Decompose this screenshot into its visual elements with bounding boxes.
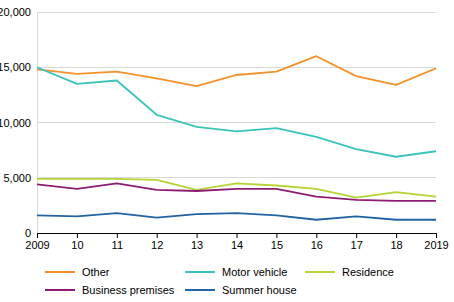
x-tick: 15 [271, 233, 283, 251]
chart: 0 5,000 10,000 15,000 20,000 2009 10 11 12 13 14 15… [0, 0, 454, 302]
y-tick-label: 5,000 [3, 172, 31, 184]
legend-label: Other [82, 266, 110, 278]
x-tick-mark [77, 233, 78, 238]
x-tick-label: 10 [71, 239, 83, 251]
legend-item: Other [45, 266, 110, 278]
grid-line [37, 122, 436, 123]
legend-item: Summer house [185, 284, 297, 296]
x-tick-label: 2009 [25, 239, 49, 251]
x-tick: 10 [71, 233, 83, 251]
legend-item: Business premises [45, 284, 175, 296]
x-tick-mark [117, 233, 118, 238]
x-tick-mark [276, 233, 277, 238]
y-tick: 10,000 [0, 117, 37, 129]
lines [37, 56, 436, 220]
legend-swatch [45, 289, 75, 291]
legend-label: Motor vehicle [222, 266, 287, 278]
x-tick: 17 [351, 233, 363, 251]
legend-swatch [45, 271, 75, 273]
legend-label: Business premises [82, 284, 175, 296]
x-tick: 14 [231, 233, 243, 251]
x-tick-label: 14 [231, 239, 243, 251]
x-tick-mark [197, 233, 198, 238]
x-tick-mark [237, 233, 238, 238]
x-tick: 18 [390, 233, 402, 251]
y-axis: 0 5,000 10,000 15,000 20,000 [0, 6, 38, 239]
x-tick-label: 12 [151, 239, 163, 251]
x-tick-label: 13 [191, 239, 203, 251]
x-tick-label: 17 [351, 239, 363, 251]
x-tick-mark [436, 233, 437, 238]
series-line [37, 183, 436, 201]
x-tick-label: 2019 [424, 239, 448, 251]
legend-swatch [185, 271, 215, 273]
y-tick: 20,000 [0, 6, 37, 18]
x-tick-mark [37, 233, 38, 238]
y-tick: 15,000 [0, 61, 37, 73]
y-axis-line [37, 13, 38, 234]
legend-label: Summer house [222, 284, 297, 296]
x-tick: 12 [151, 233, 163, 251]
x-tick-mark [316, 233, 317, 238]
grid-line [37, 12, 436, 13]
x-tick: 2019 [424, 233, 448, 251]
x-tick-label: 18 [390, 239, 402, 251]
legend-label: Residence [342, 266, 394, 278]
x-axis: 2009 10 11 12 13 14 15 16 17 18 2019 [25, 233, 448, 251]
y-tick-label: 20,000 [0, 6, 31, 18]
series-line [37, 67, 436, 157]
x-tick: 11 [112, 233, 123, 251]
x-tick-mark [356, 233, 357, 238]
legend-item: Residence [305, 266, 394, 278]
x-tick-label: 11 [112, 239, 123, 251]
legend-swatch [305, 271, 335, 273]
x-tick: 2009 [25, 233, 49, 251]
x-tick-mark [157, 233, 158, 238]
series-line [37, 213, 436, 220]
x-tick-mark [396, 233, 397, 238]
x-tick-label: 16 [311, 239, 323, 251]
x-tick: 16 [311, 233, 323, 251]
x-tick-label: 15 [271, 239, 283, 251]
y-tick-label: 0 [25, 227, 31, 239]
grid [37, 12, 436, 233]
x-tick: 13 [191, 233, 203, 251]
legend-swatch [185, 289, 215, 291]
legend: Other Motor vehicle Residence Business prem… [45, 266, 394, 296]
y-tick: 0 [25, 227, 37, 239]
grid-line [37, 67, 436, 68]
y-tick: 5,000 [3, 172, 37, 184]
y-tick-label: 10,000 [0, 117, 31, 129]
y-tick-label: 15,000 [0, 61, 31, 73]
legend-item: Motor vehicle [185, 266, 287, 278]
